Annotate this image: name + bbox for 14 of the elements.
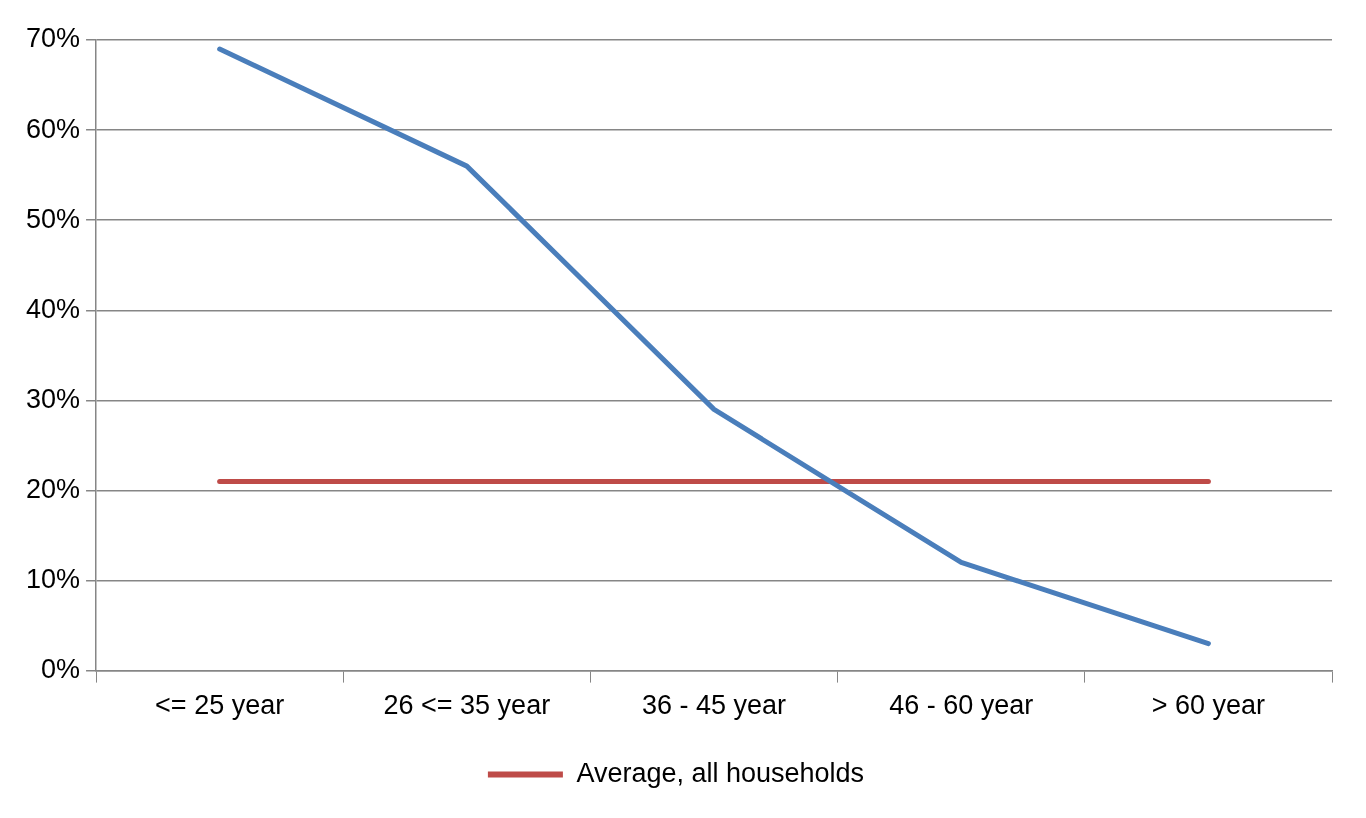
y-tick-label: 10% — [25, 563, 81, 594]
x-tick-label: 26 <= 35 year — [383, 690, 551, 721]
legend-label: Average, all households — [576, 757, 865, 788]
x-tick-label: 36 - 45 year — [641, 690, 787, 721]
y-tick-label: 60% — [25, 113, 81, 144]
y-tick-label: 40% — [25, 293, 81, 324]
x-tick-label: 46 - 60 year — [889, 690, 1034, 721]
y-tick-label: 70% — [25, 23, 81, 54]
y-tick-label: 50% — [25, 203, 81, 234]
x-tick-label: <= 25 year — [155, 690, 285, 721]
y-tick-label: 0% — [41, 654, 81, 685]
y-tick-label: 30% — [25, 383, 81, 414]
y-tick-label: 20% — [25, 473, 81, 504]
x-tick-label: > 60 year — [1151, 690, 1266, 721]
